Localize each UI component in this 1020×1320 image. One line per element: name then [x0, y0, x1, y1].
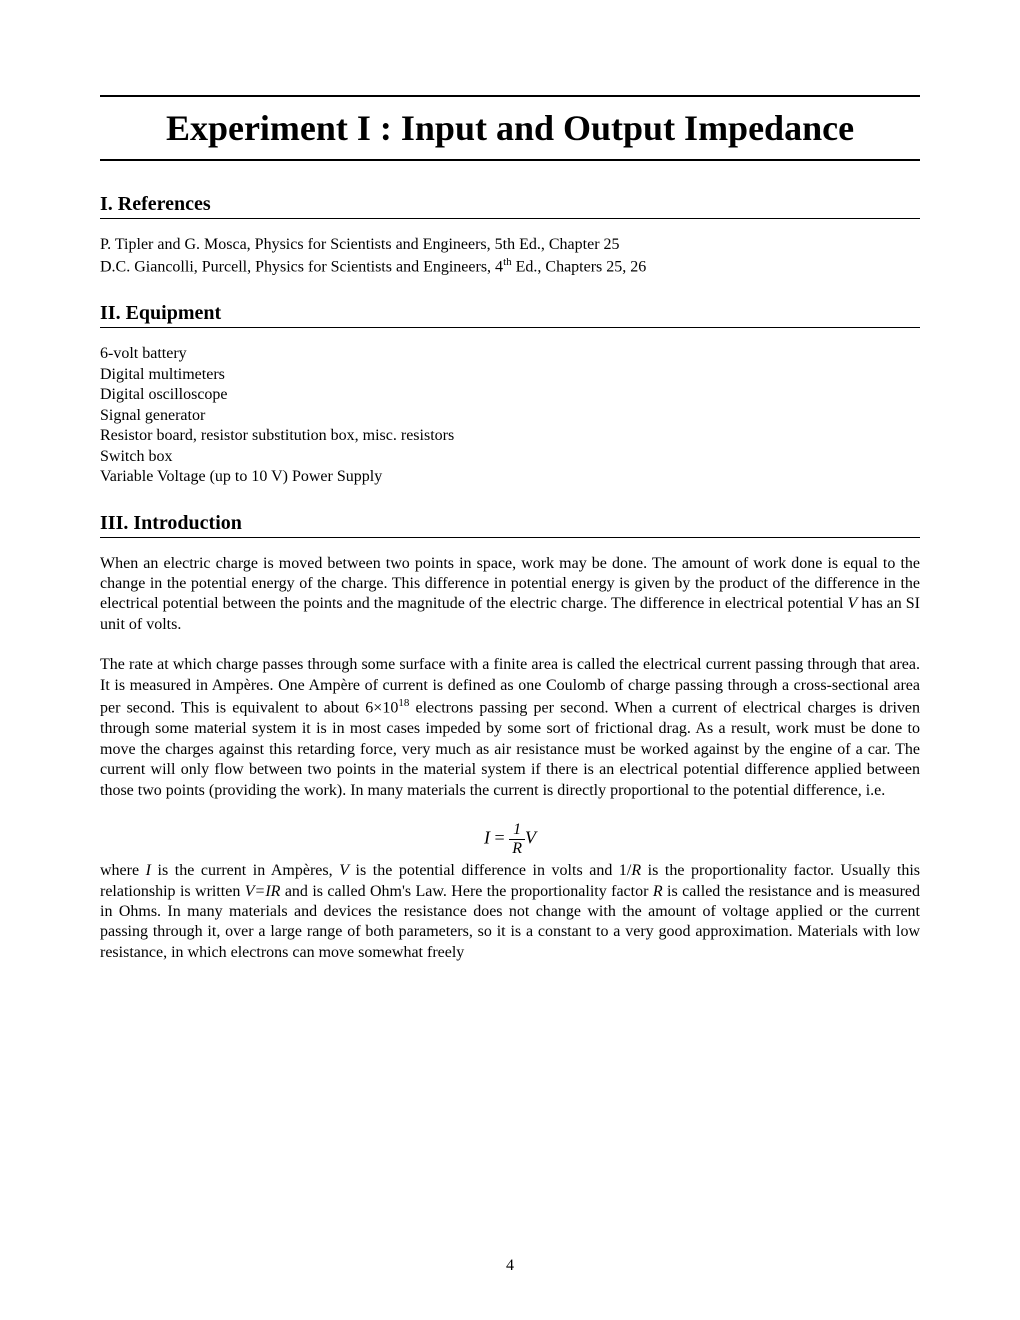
p3-e: and is called Ohm's Law. Here the propor… — [280, 883, 652, 900]
ref2-pre: D.C. Giancolli, Purcell, Physics for Sci… — [100, 259, 503, 276]
p3-c: is the potential difference in volts and… — [349, 862, 631, 879]
ohms-law-formula: I = 1RV — [100, 821, 920, 858]
ref2-post: Ed., Chapters 25, 26 — [512, 259, 647, 276]
p3-R2: R — [653, 883, 663, 900]
formula-fraction: 1R — [509, 821, 525, 858]
intro-paragraph-1: When an electric charge is moved between… — [100, 554, 920, 636]
equipment-item: Resistor board, resistor substitution bo… — [100, 426, 920, 446]
p1-V: V — [848, 595, 858, 612]
p3-R1: R — [631, 862, 641, 879]
equipment-item: Signal generator — [100, 406, 920, 426]
p3-b: is the current in Ampères, — [151, 862, 339, 879]
p3-eq: V=IR — [245, 883, 281, 900]
equipment-item: 6-volt battery — [100, 344, 920, 364]
references-heading: I. References — [100, 193, 920, 219]
formula-eq: = — [490, 828, 509, 848]
p2-sup: 18 — [398, 697, 409, 709]
experiment-title: Experiment I : Input and Output Impedanc… — [100, 95, 920, 161]
references-content: P. Tipler and G. Mosca, Physics for Scie… — [100, 235, 920, 278]
formula-rhs: V — [525, 828, 536, 848]
page-number: 4 — [506, 1257, 514, 1275]
intro-paragraph-3: where I is the current in Ampères, V is … — [100, 861, 920, 963]
p3-a: where — [100, 862, 146, 879]
formula-num: 1 — [509, 821, 525, 840]
equipment-heading: II. Equipment — [100, 302, 920, 328]
equipment-content: 6-volt battery Digital multimeters Digit… — [100, 344, 920, 487]
equipment-item: Variable Voltage (up to 10 V) Power Supp… — [100, 467, 920, 487]
reference-line-1: P. Tipler and G. Mosca, Physics for Scie… — [100, 235, 920, 255]
formula-den: R — [509, 840, 525, 858]
ref2-sup: th — [503, 256, 512, 268]
introduction-heading: III. Introduction — [100, 512, 920, 538]
p1-text: When an electric charge is moved between… — [100, 555, 920, 613]
intro-paragraph-2: The rate at which charge passes through … — [100, 655, 920, 801]
p3-V: V — [339, 862, 349, 879]
equipment-item: Switch box — [100, 447, 920, 467]
equipment-item: Digital multimeters — [100, 365, 920, 385]
equipment-item: Digital oscilloscope — [100, 385, 920, 405]
reference-line-2: D.C. Giancolli, Purcell, Physics for Sci… — [100, 255, 920, 278]
